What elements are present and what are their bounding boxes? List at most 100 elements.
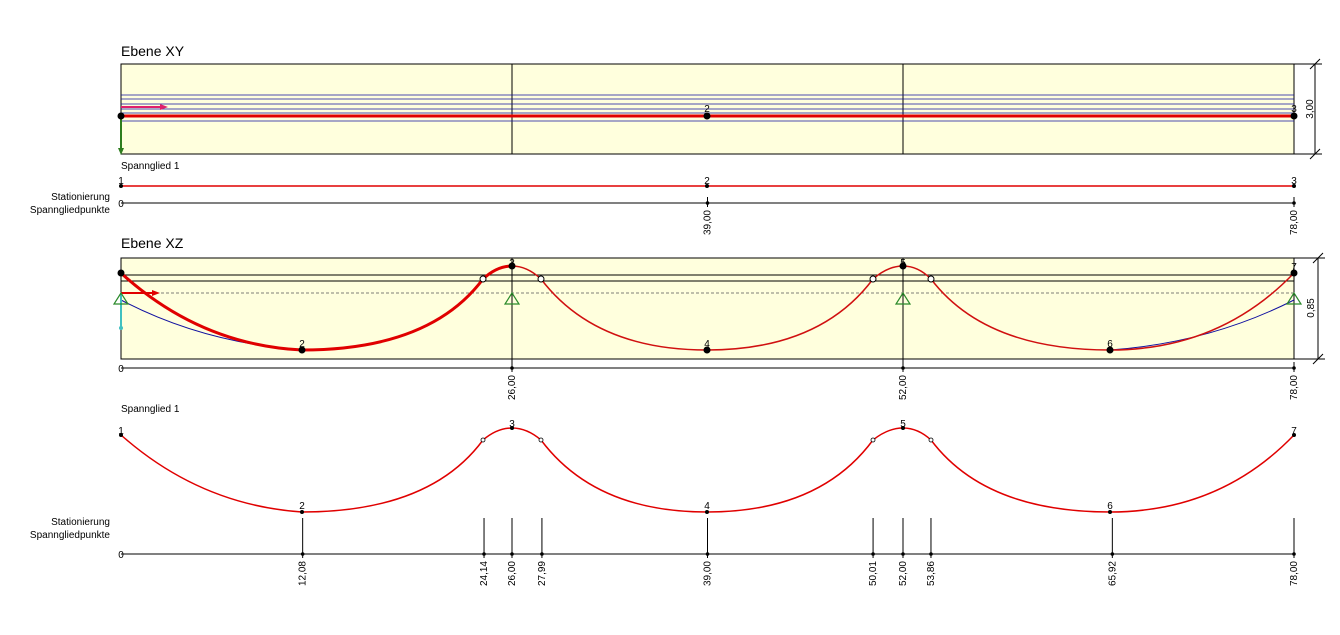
- plan-point-label-3: 3: [1291, 176, 1297, 187]
- elevation-point-label-7: 7: [1291, 426, 1297, 437]
- xz-support-4: [1285, 291, 1303, 305]
- xy-dimension-slash: [1309, 58, 1321, 70]
- xz-station-dot: [1292, 366, 1296, 370]
- plan-point-label-2: 2: [704, 176, 710, 187]
- elevation-point-2: [300, 510, 304, 514]
- xz-point-label-7: 7: [1291, 262, 1297, 273]
- xz-point-4: [703, 346, 711, 354]
- elevation-station-dot: [1110, 552, 1115, 556]
- xz-tendon-highlight: [119, 264, 513, 352]
- elevation-station-caption-2: Spanngliedpunkte: [30, 530, 111, 541]
- elevation-tendon-name: Spannglied 1: [121, 404, 180, 415]
- xz-support-1: [112, 291, 130, 305]
- elevation-station-marks: 12,08 24,14 26,00 27,99 39,00 50,01 52,00 53,86…: [298, 518, 1300, 586]
- elevation-station-origin: 0: [118, 550, 124, 561]
- xy-point-1: [117, 112, 125, 120]
- xz-view-title: Ebene XZ: [121, 235, 184, 251]
- elevation-station-dot: [300, 552, 305, 556]
- elevation-point-5: [901, 426, 905, 430]
- xz-inflection-point: [927, 275, 935, 283]
- elevation-point-label-2: 2: [299, 501, 305, 512]
- elevation-point-3: [510, 426, 514, 430]
- elevation-station-dot: [871, 552, 875, 556]
- xy-dimension-label: 3,00: [1305, 99, 1316, 119]
- plan-station-caption-2: Spanngliedpunkte: [30, 205, 111, 216]
- xz-point-label-3: 3: [509, 258, 515, 269]
- elevation-point-label-4: 4: [704, 501, 710, 512]
- xz-station-origin: 0: [118, 364, 124, 375]
- elevation-station-label: 65,92: [1107, 561, 1118, 586]
- xz-support-2: [503, 291, 521, 305]
- elevation-station-label: 53,86: [926, 561, 937, 586]
- xz-station-marks: 26,00 52,00 78,00: [507, 362, 1300, 400]
- elevation-point-label-3: 3: [509, 419, 515, 430]
- elevation-inflection-point: [870, 437, 876, 443]
- xy-point-label-3: 3: [1291, 104, 1297, 115]
- xy-dimension-slash: [1309, 148, 1321, 160]
- elevation-station-dot: [482, 552, 486, 556]
- xy-y-axis-arrowhead: [118, 148, 124, 155]
- elevation-station-label: 50,01: [868, 561, 879, 586]
- plan-station-dot: [1292, 201, 1296, 205]
- elevation-point-label-6: 6: [1107, 501, 1113, 512]
- elevation-station-dot: [510, 552, 514, 556]
- elevation-station-caption-1: Stationierung: [51, 517, 110, 528]
- elevation-point-7: [1292, 433, 1296, 437]
- elevation-point-4: [705, 510, 709, 514]
- elevation-point-label-1: 1: [118, 426, 124, 437]
- elevation-point-1: [119, 433, 123, 437]
- xy-view-title: Ebene XY: [121, 43, 185, 59]
- xz-point-label-2: 2: [299, 339, 305, 350]
- xz-point-label-5: 5: [900, 258, 906, 269]
- elevation-station-label: 12,08: [298, 561, 309, 586]
- xz-z-axis-end: [119, 326, 123, 330]
- elevation-inflection-point: [928, 437, 934, 443]
- elevation-inflection-point: [480, 437, 486, 443]
- elevation-point-6: [1108, 510, 1112, 514]
- plan-station-label: 78,00: [1289, 210, 1300, 235]
- elevation-station-dot: [929, 552, 933, 556]
- xz-inflection-point: [479, 275, 487, 283]
- elevation-tendon-curve: [120, 427, 1295, 513]
- plan-station-caption-1: Stationierung: [51, 192, 110, 203]
- plan-point-2: [705, 184, 709, 188]
- plan-point-label-1: 1: [118, 176, 124, 187]
- xz-support-3: [894, 291, 912, 305]
- xz-station-label: 78,00: [1289, 375, 1300, 400]
- xz-inflection-point: [537, 275, 545, 283]
- xz-point-1: [117, 269, 125, 277]
- xz-point-6: [1106, 346, 1114, 354]
- xz-dimension-label: 0,85: [1306, 298, 1317, 318]
- xz-station-dot: [901, 366, 905, 370]
- xz-point-2: [298, 346, 306, 354]
- xz-inflection-point: [869, 275, 877, 283]
- xy-point-2: [703, 112, 711, 120]
- elevation-station-label: 52,00: [898, 561, 909, 586]
- plan-point-1: [119, 184, 123, 188]
- elevation-station-label: 78,00: [1289, 561, 1300, 586]
- xz-station-label: 26,00: [507, 375, 518, 400]
- xz-point-label-4: 4: [704, 339, 710, 350]
- xz-point-5: [899, 262, 907, 270]
- plan-station-marks: 39,00 78,00: [703, 197, 1300, 235]
- xz-station-label: 52,00: [898, 375, 909, 400]
- xy-point-label-2: 2: [704, 104, 710, 115]
- xz-dimension-slash: [1312, 252, 1324, 264]
- elevation-station-dot: [1292, 552, 1296, 556]
- plan-point-3: [1292, 184, 1296, 188]
- elevation-station-label: 39,00: [703, 561, 714, 586]
- elevation-station-dot: [901, 552, 905, 556]
- elevation-station-label: 24,14: [479, 561, 490, 586]
- xy-x-axis-arrowhead: [160, 104, 168, 110]
- elevation-station-dot: [705, 552, 710, 556]
- elevation-station-dot: [540, 552, 544, 556]
- plan-station-dot: [705, 201, 710, 205]
- elevation-point-label-5: 5: [900, 419, 906, 430]
- elevation-station-label: 27,99: [537, 561, 548, 586]
- xz-point-7: [1290, 269, 1298, 277]
- plan-tendon-name: Spannglied 1: [121, 161, 180, 172]
- xz-point-3: [508, 262, 516, 270]
- xz-dimension-slash: [1312, 353, 1324, 365]
